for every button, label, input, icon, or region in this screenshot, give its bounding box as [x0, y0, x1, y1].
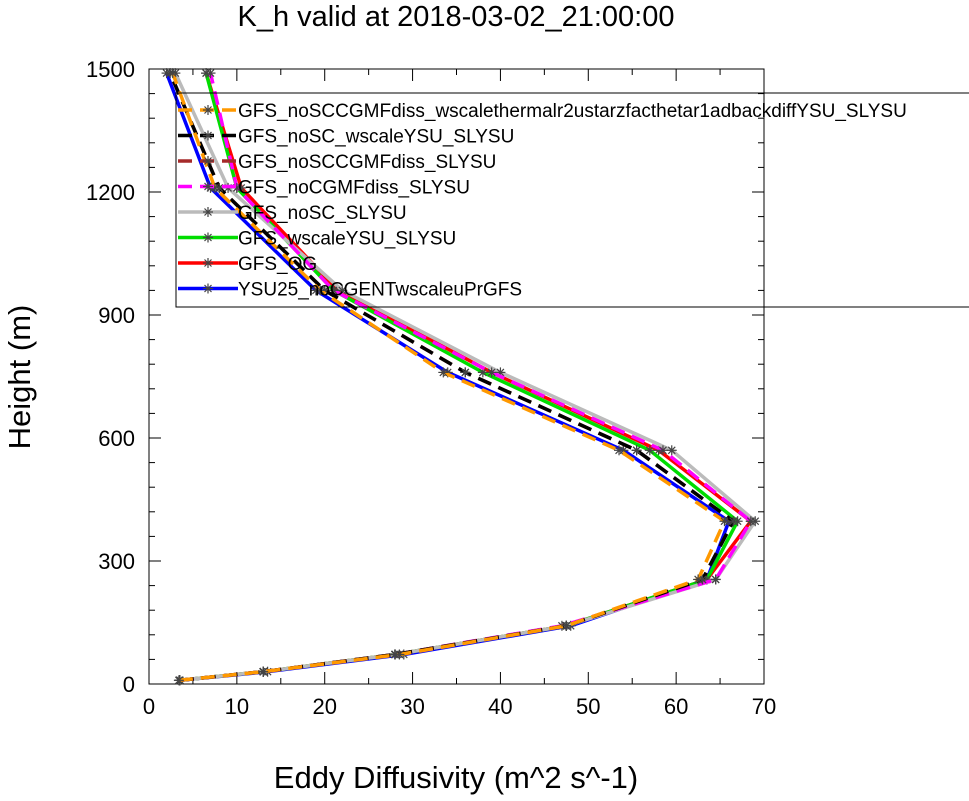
marker-stroke [694, 575, 703, 584]
marker-stroke [204, 106, 212, 114]
y-tick-label: 1200 [86, 180, 135, 205]
marker-stroke [204, 233, 212, 242]
data-point-marker [258, 666, 269, 677]
data-point-marker [561, 620, 572, 631]
marker-stroke [720, 517, 729, 526]
marker-stroke [174, 676, 183, 685]
marker-stroke [395, 650, 404, 659]
marker-stroke [562, 621, 571, 630]
data-point-marker [203, 181, 213, 192]
marker-stroke [439, 368, 448, 377]
marker-stroke [632, 446, 641, 455]
marker-stroke [204, 157, 212, 165]
x-axis-label: Eddy Diffusivity (m^2 s^-1) [274, 760, 638, 795]
data-point-marker [719, 516, 730, 527]
data-point-marker [438, 367, 449, 378]
marker-stroke [711, 575, 720, 584]
x-tick-label: 70 [752, 694, 776, 719]
x-tick-label: 0 [143, 694, 155, 719]
marker-stroke [487, 368, 496, 377]
data-point-marker [693, 574, 704, 585]
marker-stroke [210, 183, 219, 192]
data-point-marker [167, 68, 178, 79]
x-tick-label: 60 [664, 694, 688, 719]
legend-box [175, 92, 969, 308]
marker-stroke [259, 667, 268, 676]
x-tick-label: 10 [225, 694, 249, 719]
chart-title: K_h valid at 2018-03-02_21:00:00 [238, 1, 675, 33]
data-point-marker [394, 649, 405, 660]
x-tick-label: 40 [488, 694, 512, 719]
marker-stroke [168, 69, 177, 78]
ticks-layer: 0 10 20 30 40 50 60 70 0 300 600 900 1200 1500 [86, 57, 776, 719]
marker-stroke [461, 368, 470, 377]
data-point-marker [728, 516, 739, 527]
marker-stroke [746, 517, 755, 526]
marker-stroke [204, 284, 212, 293]
marker-stroke [645, 446, 654, 455]
data-point-marker [203, 156, 213, 166]
data-point-marker [745, 516, 756, 527]
y-tick-label: 0 [123, 672, 135, 697]
data-point-marker [203, 232, 213, 243]
marker-stroke [204, 131, 212, 140]
y-tick-label: 600 [98, 426, 135, 451]
x-tick-label: 50 [576, 694, 600, 719]
data-point-marker [315, 285, 326, 296]
marker-stroke [204, 208, 212, 216]
data-point-marker [203, 258, 213, 268]
marker-stroke [204, 259, 212, 267]
x-tick-label: 20 [312, 694, 336, 719]
data-point-marker [486, 367, 497, 378]
legend-label: GFS_noSCCGMFdiss_SLYSU [238, 152, 496, 173]
marker-stroke [667, 446, 676, 455]
data-point-marker [614, 445, 625, 456]
marker-stroke [232, 183, 241, 192]
data-point-marker [460, 367, 471, 378]
data-point-marker [710, 574, 721, 585]
data-point-marker [203, 207, 213, 217]
marker-stroke [204, 182, 212, 191]
legend-label: GFS_noSC_SLYSU [238, 203, 407, 224]
legend-label: GFS_noSC_wscaleYSU_SLYSU [238, 127, 514, 148]
legend-label: GFS_noSCCGMFdiss_wscalethermalr2ustarzfa… [238, 101, 907, 122]
x-tick-label: 30 [400, 694, 424, 719]
y-tick-label: 300 [98, 549, 135, 574]
legend-label: GFS_noCGMFdiss_SLYSU [238, 178, 470, 199]
data-point-marker [203, 283, 213, 294]
y-axis-label: Height (m) [2, 305, 37, 450]
marker-stroke [659, 446, 667, 455]
data-point-marker [203, 130, 213, 141]
marker-stroke [615, 446, 623, 455]
legend-label: GFS_OG [238, 254, 317, 275]
legend-label: YSU25_noCGENTwscaleuPrGFS [238, 280, 522, 301]
y-tick-label: 900 [98, 303, 135, 328]
series-layer [161, 68, 761, 686]
marker-stroke [478, 368, 487, 377]
data-point-marker [205, 68, 216, 79]
legend-label: GFS_wscaleYSU_SLYSU [238, 229, 456, 250]
data-point-marker [203, 105, 213, 115]
legend: GFS_noSCCGMFdiss_wscalethermalr2ustarzfa… [175, 92, 969, 308]
y-tick-label: 1500 [86, 57, 135, 82]
marker-stroke [729, 517, 738, 526]
data-point-marker [631, 445, 642, 456]
marker-stroke [316, 286, 325, 295]
data-point-marker [644, 445, 655, 456]
data-point-marker [657, 445, 668, 456]
data-point-marker [173, 675, 184, 686]
marker-stroke [206, 69, 215, 78]
data-point-marker [666, 445, 677, 456]
